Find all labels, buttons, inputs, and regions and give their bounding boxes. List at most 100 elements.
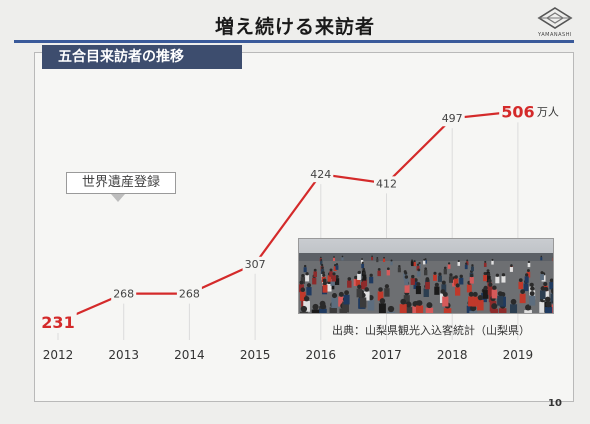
x-tick-2012: 2012 xyxy=(43,348,74,362)
crowd-figure xyxy=(423,260,426,265)
crowd-figure xyxy=(415,305,424,313)
crowd-figure xyxy=(540,290,546,300)
crowd-figure xyxy=(501,276,506,283)
crowd-figure xyxy=(333,266,337,271)
crowd-figure xyxy=(332,275,336,282)
crowd-figure xyxy=(335,265,339,270)
crowd-figure xyxy=(486,275,491,283)
crowd-figure-head xyxy=(387,305,395,313)
crowd-figure xyxy=(482,289,489,299)
crowd-figure xyxy=(441,284,447,293)
crowd-figure-head xyxy=(455,283,460,288)
crowd-photo xyxy=(298,238,554,314)
x-tick-2017: 2017 xyxy=(371,348,402,362)
crowd-photo-image xyxy=(299,239,553,313)
crowd-figure xyxy=(342,301,349,313)
crowd-figure xyxy=(544,307,553,313)
crowd-figure-head xyxy=(486,269,490,273)
crowd-figure xyxy=(386,269,391,276)
x-tick-2019: 2019 xyxy=(503,348,534,362)
logo-mark-icon xyxy=(537,7,573,29)
crowd-figure-head xyxy=(487,272,491,277)
crowd-figure-head xyxy=(551,289,553,295)
crowd-figure-head xyxy=(466,259,469,262)
crowd-figure xyxy=(540,274,544,281)
crowd-figure xyxy=(319,308,327,313)
data-label-bg-2018 xyxy=(439,111,465,127)
crowd-figure xyxy=(330,278,335,286)
crowd-figure-head xyxy=(303,264,307,268)
crowd-figure-head xyxy=(300,287,306,292)
data-label-bg-2017 xyxy=(374,176,399,192)
crowd-figure-head xyxy=(501,273,506,277)
crowd-figure xyxy=(418,264,421,269)
crowd-figure xyxy=(338,296,345,307)
crowd-figure-head xyxy=(416,300,423,306)
crowd-figure xyxy=(498,308,507,313)
crowd-figure xyxy=(363,291,370,301)
crowd-figure-head xyxy=(332,272,336,276)
crowd-figure xyxy=(415,285,421,295)
crowd-figure xyxy=(355,278,361,286)
crowd-figure xyxy=(361,263,365,269)
crowd-figure xyxy=(424,259,427,264)
crowd-figure-head xyxy=(483,285,488,291)
crowd-figure-head xyxy=(527,260,531,264)
crowd-figure xyxy=(299,291,306,301)
crowd-figure-head xyxy=(472,291,478,297)
crowd-figure xyxy=(320,268,325,275)
crowd-figure-head xyxy=(465,262,468,265)
crowd-figure-head xyxy=(433,271,437,275)
crowd-figure xyxy=(443,308,452,313)
chart-panel xyxy=(34,52,574,402)
crowd-figure-head xyxy=(347,277,352,281)
crowd-figure-head xyxy=(442,291,448,297)
crowd-figure xyxy=(413,262,416,267)
x-tick-2013: 2013 xyxy=(108,348,139,362)
logo-text: YAMANASHI xyxy=(538,32,572,38)
crowd-figure-head xyxy=(471,264,474,267)
crowd-figure-head xyxy=(540,255,543,258)
crowd-figure xyxy=(341,257,344,261)
crowd-figure-head xyxy=(488,282,493,287)
crowd-figure-head xyxy=(361,261,364,264)
crowd-figure-head xyxy=(411,274,415,279)
crowd-figure xyxy=(540,257,543,261)
crowd-figure-head xyxy=(411,259,414,262)
crowd-figure-head xyxy=(518,278,523,282)
crowd-figure xyxy=(524,310,532,313)
crowd-figure xyxy=(334,278,340,285)
crowd-figure-head xyxy=(386,267,390,271)
crowd-figure-head xyxy=(417,268,421,272)
crowd-figure-head xyxy=(468,291,474,297)
source-note: 出典：山梨県観光入込客統計（山梨県） xyxy=(332,324,530,337)
crowd-figure xyxy=(347,280,352,288)
crowd-figure-head xyxy=(313,268,317,272)
crowd-figure xyxy=(551,304,553,313)
crowd-figure xyxy=(369,276,374,284)
crowd-figure xyxy=(509,266,513,272)
crowd-figure xyxy=(433,274,437,281)
crowd-figure xyxy=(303,301,310,312)
crowd-figure xyxy=(455,287,461,296)
crowd-figure-head xyxy=(321,271,325,275)
crowd-figure xyxy=(524,276,529,283)
crowd-figure-head xyxy=(525,273,529,277)
crowd-figure-head xyxy=(424,267,428,271)
crowd-figure-head xyxy=(423,258,426,261)
crowd-figure xyxy=(483,274,488,282)
crowd-figure xyxy=(387,311,395,313)
crowd-figure-head xyxy=(338,291,344,297)
crowd-figure-head xyxy=(495,273,499,277)
data-label-2015: 307 xyxy=(245,258,266,271)
crowd-figure xyxy=(331,297,338,308)
crowd-figure-head xyxy=(368,294,374,301)
crowd-figure xyxy=(437,275,442,282)
crowd-figure-head xyxy=(303,295,310,302)
crowd-figure xyxy=(466,284,472,293)
yamanashi-logo: YAMANASHI xyxy=(535,6,575,40)
crowd-figure-head xyxy=(454,275,458,279)
crowd-figure-head xyxy=(447,262,451,265)
crowd-figure xyxy=(457,261,461,266)
